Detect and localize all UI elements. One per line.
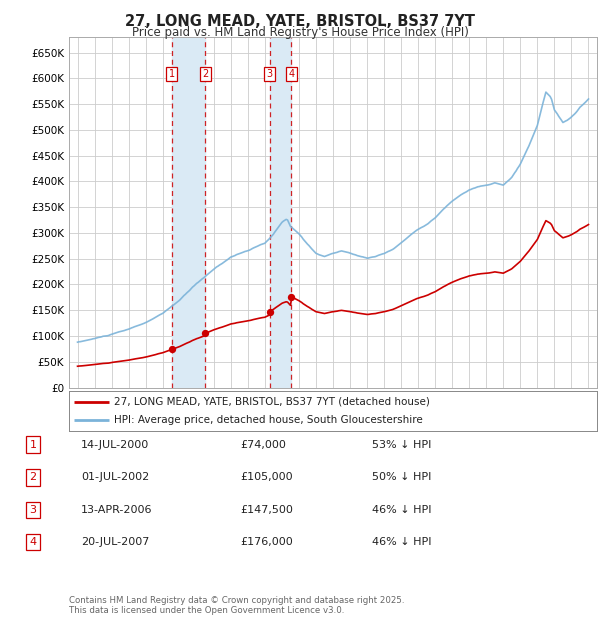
Text: 4: 4 xyxy=(288,69,295,79)
Bar xyxy=(172,37,205,387)
Text: 01-JUL-2002: 01-JUL-2002 xyxy=(81,472,149,482)
Text: £147,500: £147,500 xyxy=(240,505,293,515)
Point xyxy=(200,329,210,339)
Text: 2: 2 xyxy=(29,472,37,482)
Text: 27, LONG MEAD, YATE, BRISTOL, BS37 7YT (detached house): 27, LONG MEAD, YATE, BRISTOL, BS37 7YT (… xyxy=(114,397,430,407)
Text: 53% ↓ HPI: 53% ↓ HPI xyxy=(372,440,431,450)
Text: 27, LONG MEAD, YATE, BRISTOL, BS37 7YT: 27, LONG MEAD, YATE, BRISTOL, BS37 7YT xyxy=(125,14,475,29)
Point xyxy=(265,306,274,316)
Text: 46% ↓ HPI: 46% ↓ HPI xyxy=(372,505,431,515)
Text: £176,000: £176,000 xyxy=(240,537,293,547)
Text: 2: 2 xyxy=(202,69,208,79)
Text: 14-JUL-2000: 14-JUL-2000 xyxy=(81,440,149,450)
Text: Price paid vs. HM Land Registry's House Price Index (HPI): Price paid vs. HM Land Registry's House … xyxy=(131,26,469,39)
Text: 1: 1 xyxy=(169,69,175,79)
Text: 20-JUL-2007: 20-JUL-2007 xyxy=(81,537,149,547)
Text: £74,000: £74,000 xyxy=(240,440,286,450)
Bar xyxy=(269,37,291,387)
Text: 50% ↓ HPI: 50% ↓ HPI xyxy=(372,472,431,482)
Text: £105,000: £105,000 xyxy=(240,472,293,482)
Text: 1: 1 xyxy=(29,440,37,450)
Text: HPI: Average price, detached house, South Gloucestershire: HPI: Average price, detached house, Sout… xyxy=(114,415,422,425)
Text: 13-APR-2006: 13-APR-2006 xyxy=(81,505,152,515)
Text: 46% ↓ HPI: 46% ↓ HPI xyxy=(372,537,431,547)
Text: 3: 3 xyxy=(29,505,37,515)
Text: 3: 3 xyxy=(266,69,272,79)
Text: 4: 4 xyxy=(29,537,37,547)
Point xyxy=(167,345,176,355)
Text: Contains HM Land Registry data © Crown copyright and database right 2025.
This d: Contains HM Land Registry data © Crown c… xyxy=(69,596,404,615)
Point xyxy=(286,292,296,302)
